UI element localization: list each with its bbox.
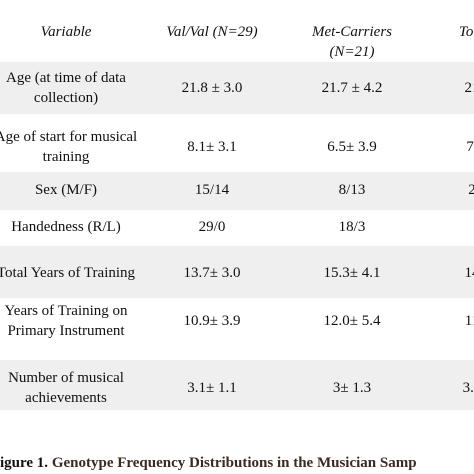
table-cell: Handedness (R/L) [11,219,121,235]
table-cell: 21.8 ± 3.0 [181,80,243,96]
table-cell: 12.0± 5.4 [323,313,381,329]
table-cell: Years of Training on Primary Instrument [4,303,128,339]
table-cell: 3± 1.3 [332,380,372,396]
table-cell: 8/13 [338,182,366,198]
table-cell: 18/3 [338,219,366,235]
table-cell: 3.0 [462,380,474,396]
header-cell: Variable [40,24,92,40]
table-cell: 15.3± 4.1 [323,265,381,281]
table-cell: 7. [466,139,474,155]
header-cell: Val/Val (N=29) [166,24,258,40]
caption-text: Genotype Frequency Distributions in the … [51,455,417,471]
table-cell: Total Years of Training [0,265,136,281]
row-band [0,62,474,114]
table-cell: 13.7± 3.0 [183,265,241,281]
table-cell: Number of musical achievements [8,370,124,406]
caption: igure 1. Genotype Frequency Distribution… [0,455,417,472]
table-cell: 3.1± 1.1 [187,380,237,396]
header-cell: Tota [458,24,474,40]
header-cell: Met-Carriers (N=21) [312,24,392,60]
table-cell: 29/0 [198,219,226,235]
table-cell: 21 [464,80,474,96]
row-band [0,172,474,210]
table-cell: 6.5± 3.9 [327,139,377,155]
table-cell: 8.1± 3.1 [187,139,237,155]
table-cell: 11 [464,313,474,329]
row-band [0,360,474,410]
table-cell: 10.9± 3.9 [183,313,241,329]
table-cell: Age (at time of data collection) [6,70,126,106]
table-cell: 21.7 ± 4.2 [321,80,383,96]
table-cell: 15/14 [194,182,230,198]
table-cell: 14 [464,265,474,281]
row-band [0,246,474,298]
table-cell: 2 [468,182,474,198]
table-cell: Sex (M/F) [34,182,98,198]
caption-label: igure 1. [0,455,49,471]
table-cell: Age of start for musical training [0,129,138,165]
